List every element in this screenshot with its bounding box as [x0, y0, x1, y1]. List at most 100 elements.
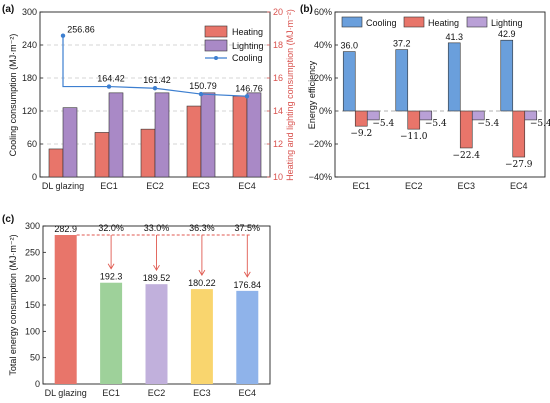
- ytick-left-label: 120: [22, 106, 37, 116]
- legend-lighting-label: Lighting: [232, 41, 264, 51]
- reduction-label: 32.0%: [98, 223, 124, 233]
- legend-lighting-swatch: [204, 39, 228, 52]
- panel-a-ylabel-right: Heating and lighting consumption (MJ·m⁻²…: [285, 9, 295, 181]
- panel-c: (c) 282.9 192.3 189.52 180.22 176.84 32.0% 33…: [2, 214, 271, 398]
- bar-heating: [186, 105, 202, 178]
- xtick-label: EC4: [239, 388, 257, 398]
- bar-heating: [354, 110, 368, 127]
- panel-a-ylabel-left: Cooling consumption (MJ·m⁻²): [8, 34, 18, 157]
- bar-value-label: −5.4: [372, 119, 394, 129]
- ytick-right-label: 12: [273, 139, 283, 149]
- xtick-label: EC3: [193, 388, 211, 398]
- ytick-right-label: 20: [273, 7, 283, 17]
- xtick-label: EC1: [102, 388, 120, 398]
- bar-lighting: [246, 92, 262, 178]
- ytick-left-label: 240: [22, 40, 37, 50]
- legend-b-lighting-swatch: [466, 16, 488, 28]
- panel-b-frame: [334, 11, 546, 178]
- ytick-label: 0: [35, 379, 40, 389]
- panel-b: (b) 36.0−9.2−5.437.2−11.0−5.441.3−22.4−5…: [300, 4, 550, 191]
- legend-cooling-marker: [214, 56, 218, 60]
- bar-heating: [94, 132, 110, 178]
- cooling-value-label: 146.76: [235, 83, 263, 93]
- bar-value-label: 180.22: [188, 278, 216, 288]
- cooling-point: [60, 33, 66, 38]
- legend-b-cooling-label: Cooling: [366, 18, 397, 28]
- bar-heating: [407, 110, 421, 130]
- reduction-label: 37.5%: [235, 223, 261, 233]
- panel-b-ylabel: Energy efficiency: [307, 60, 317, 129]
- legend-b-heating-swatch: [403, 16, 425, 28]
- xtick-label: EC2: [405, 181, 423, 191]
- bar-heating: [232, 95, 248, 178]
- panel-c-ylabel: Total energy consumption (MJ·m⁻²): [8, 234, 18, 375]
- bar-value-label: −27.9: [505, 160, 533, 170]
- panel-a-legend: Heating Lighting Cooling: [204, 25, 264, 63]
- panel-c-label: (c): [2, 214, 14, 225]
- xtick-label: EC2: [148, 388, 166, 398]
- cooling-point: [106, 84, 112, 89]
- bar-value-label: 42.9: [498, 29, 516, 39]
- ytick-label: −20%: [309, 139, 332, 149]
- ytick-left-label: 0: [32, 172, 37, 182]
- xtick-label: EC3: [457, 181, 475, 191]
- bar-cooling: [500, 39, 514, 112]
- ytick-right-label: 10: [273, 172, 283, 182]
- bar-lighting: [154, 92, 170, 178]
- reduction-arrow-head: [107, 263, 115, 270]
- bar-cooling: [342, 51, 356, 112]
- bar-value-label: −5.4: [477, 119, 499, 129]
- bar-lighting: [62, 107, 78, 178]
- bar-cooling: [395, 49, 409, 112]
- bar-value-label: 36.0: [340, 41, 358, 51]
- bar-total: [145, 284, 168, 384]
- ytick-right-label: 14: [273, 106, 283, 116]
- cooling-value-label: 161.42: [143, 75, 171, 85]
- bar-total: [190, 289, 213, 384]
- bar-value-label: 41.3: [445, 32, 463, 42]
- xtick-label: EC1: [352, 181, 370, 191]
- bar-value-label: 189.52: [143, 273, 171, 283]
- cooling-point: [244, 94, 250, 99]
- cooling-point: [198, 91, 204, 97]
- bar-total: [236, 290, 259, 384]
- legend-b-heating-label: Heating: [428, 18, 459, 28]
- bar-value-label: −22.4: [452, 151, 480, 161]
- bar-value-label: 176.84: [234, 280, 262, 290]
- xtick-label: EC1: [100, 181, 118, 191]
- ytick-label: 60%: [314, 7, 332, 17]
- bar-total: [100, 282, 123, 384]
- reduction-arrow-head: [198, 269, 206, 276]
- cooling-value-label: 256.86: [67, 25, 95, 35]
- ytick-label: 150: [25, 300, 40, 310]
- bar-value-label: −11.0: [400, 132, 428, 142]
- legend-heating-label: Heating: [232, 27, 263, 37]
- bar-value-label: −5.4: [530, 119, 550, 129]
- reduction-arrow-head: [243, 271, 251, 278]
- cooling-point: [152, 86, 158, 91]
- cooling-value-label: 150.79: [189, 81, 217, 91]
- ytick-right-label: 18: [273, 40, 283, 50]
- ytick-label: 20%: [314, 73, 332, 83]
- bar-heating: [512, 110, 526, 158]
- ytick-label: 250: [25, 247, 40, 257]
- panel-a: (a) 256.86 164.42 161.42 150.79 146.76 0 60 12…: [2, 4, 295, 191]
- legend-cooling-label: Cooling: [232, 53, 263, 63]
- ytick-left-label: 60: [27, 139, 37, 149]
- legend-b-lighting-label: Lighting: [491, 18, 523, 28]
- ytick-label: 40%: [314, 40, 332, 50]
- bar-heating: [48, 148, 64, 178]
- cooling-line: [62, 35, 248, 97]
- ytick-left-label: 180: [22, 73, 37, 83]
- legend-heating-swatch: [204, 25, 228, 38]
- xtick-label: EC3: [192, 181, 210, 191]
- bar-heating: [459, 110, 473, 149]
- ytick-label: 200: [25, 274, 40, 284]
- bar-heating: [140, 128, 156, 178]
- panel-a-label: (a): [2, 4, 14, 15]
- ytick-left-label: 300: [22, 7, 37, 17]
- xtick-label: EC4: [238, 181, 256, 191]
- bar-value-label: −9.2: [350, 129, 372, 139]
- bar-value-label: −5.4: [425, 119, 447, 129]
- panel-b-label: (b): [300, 4, 313, 15]
